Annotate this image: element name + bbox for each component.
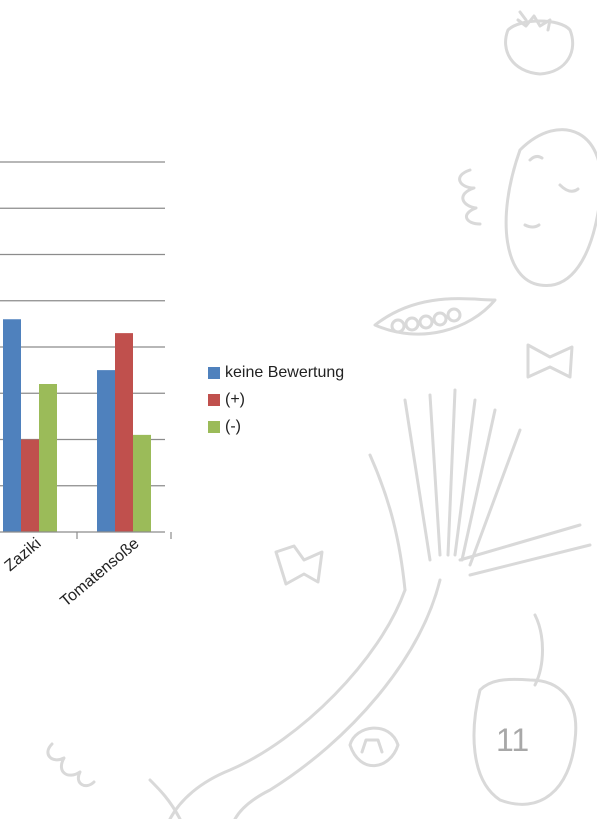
pea-pod-icon	[373, 297, 497, 336]
fusilli-icon	[46, 168, 482, 788]
legend: keine Bewertung (+) (-)	[208, 360, 344, 441]
legend-label: keine Bewertung	[225, 364, 345, 381]
x-tick-label: Zaziki	[2, 535, 45, 575]
mushroom-icon	[348, 726, 400, 768]
bar	[39, 384, 57, 532]
legend-label: (+)	[225, 391, 245, 408]
farfalle-icon	[274, 343, 574, 586]
bar	[21, 439, 39, 532]
x-tick-labels: Zaziki Tomatensoße	[2, 535, 143, 610]
bar	[115, 333, 133, 532]
legend-item-plus: (+)	[208, 387, 344, 413]
bars	[3, 319, 151, 532]
page-number: 11	[496, 722, 530, 758]
legend-label: (-)	[225, 418, 241, 435]
potato-icon	[504, 128, 597, 288]
legend-swatch	[208, 367, 220, 379]
bar	[97, 370, 115, 532]
legend-swatch	[208, 394, 220, 406]
bar	[3, 319, 21, 532]
x-axis	[0, 531, 172, 539]
leek-icon	[148, 388, 592, 819]
legend-item-minus: (-)	[208, 414, 344, 440]
pepper-icon	[472, 613, 578, 806]
strawberry-icon	[504, 10, 575, 76]
legend-item-keine-bewertung: keine Bewertung	[208, 360, 344, 386]
legend-swatch	[208, 421, 220, 433]
x-tick-label: Tomatensoße	[57, 535, 142, 610]
bar	[133, 434, 151, 532]
